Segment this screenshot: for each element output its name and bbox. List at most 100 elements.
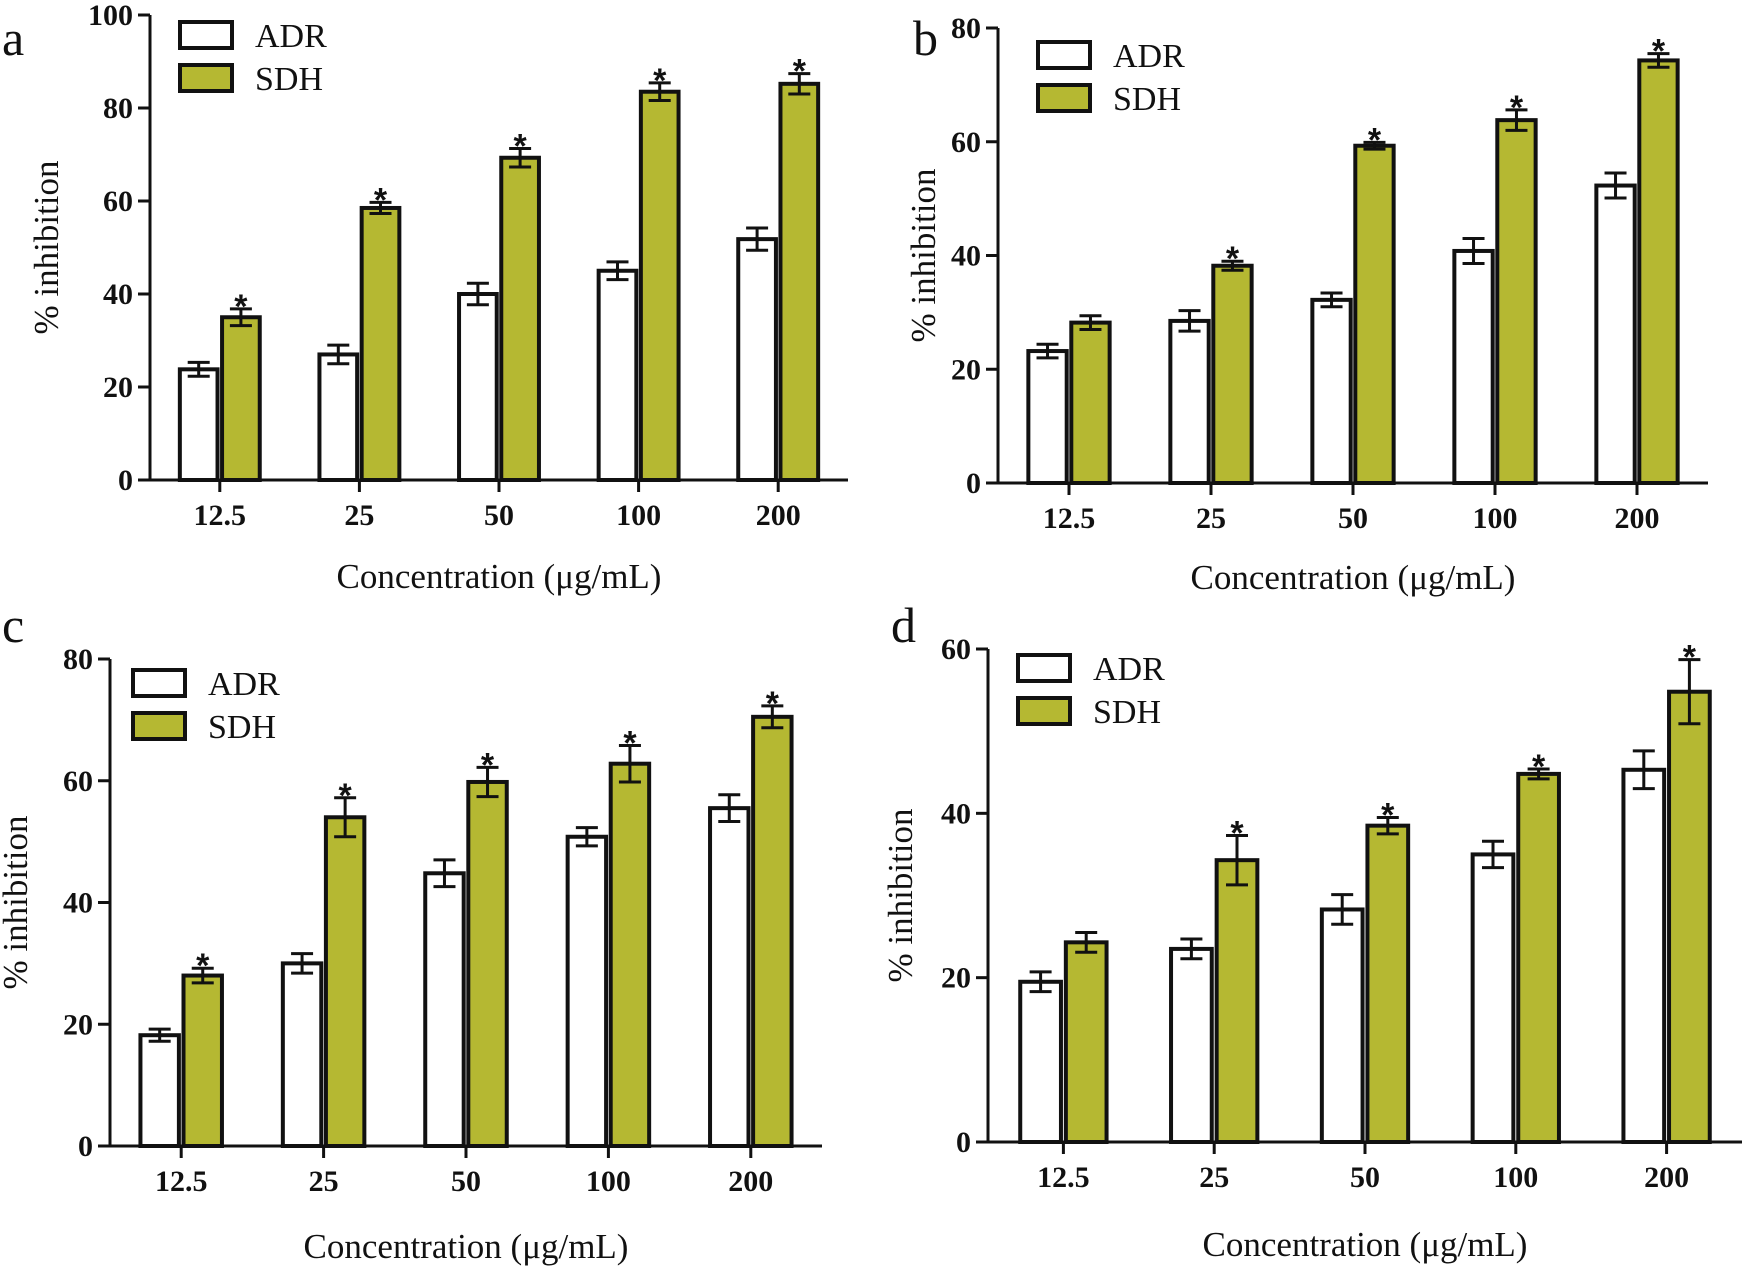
y-tick-label: 20 — [103, 371, 133, 404]
bar-adr-200 — [736, 237, 778, 482]
legend-swatch-sdh — [178, 63, 234, 93]
y-tick-label: 40 — [951, 240, 981, 273]
legend-swatch-adr — [178, 20, 234, 50]
y-tick-label: 0 — [956, 1126, 971, 1159]
panel-letter: a — [2, 10, 24, 66]
bar-sdh-100 — [1495, 118, 1538, 485]
significance-marker: * — [339, 777, 353, 815]
bar-sdh-12.5 — [1063, 940, 1109, 1145]
bar-sdh-100 — [608, 761, 652, 1149]
panel-a: a 0 20 40 60 80 100 12.5 * 25 * 50 * 100 * 200 * ADR SDH Co… — [2, 0, 848, 596]
y-tick-label: 80 — [63, 643, 93, 676]
x-tick-label: 100 — [586, 1165, 631, 1198]
bar-adr-12.5 — [1026, 349, 1069, 485]
panel-d: d 0 20 40 60 12.5 25 * 50 * 100 * 200 * ADR SDH Concentr… — [881, 597, 1742, 1264]
bar-sdh-200 — [1667, 689, 1712, 1145]
legend-label-adr: ADR — [1113, 38, 1185, 75]
legend-label-sdh: SDH — [255, 61, 323, 98]
y-tick-label: 0 — [78, 1130, 93, 1163]
legend-label-sdh: SDH — [1093, 694, 1161, 731]
legend-swatch-adr — [131, 668, 187, 698]
bar-adr-200 — [708, 806, 751, 1148]
bar-sdh-12.5 — [181, 973, 224, 1148]
y-tick-label: 40 — [103, 278, 133, 311]
bar-adr-200 — [1594, 183, 1637, 485]
bar-sdh-50 — [466, 779, 509, 1149]
bar-adr-50 — [457, 292, 499, 482]
bar-sdh-12.5 — [1069, 320, 1112, 485]
y-tick-label: 60 — [63, 765, 93, 798]
legend-swatch-adr — [1036, 40, 1092, 70]
significance-marker: * — [793, 53, 807, 91]
significance-marker: * — [623, 724, 637, 762]
panel-c: c 0 20 40 60 80 12.5 * 25 * 50 * 100 * 200 * ADR SDH Conce… — [0, 597, 822, 1266]
bar-adr-12.5 — [177, 367, 220, 482]
bar-adr-100 — [1470, 852, 1516, 1145]
x-axis-title: Concentration (μg/mL) — [304, 1227, 629, 1266]
legend-label-adr: ADR — [255, 18, 327, 55]
y-axis-title: % inhibition — [0, 815, 35, 989]
x-axis-title: Concentration (μg/mL) — [1191, 558, 1516, 597]
x-axis-title: Concentration (μg/mL) — [337, 557, 662, 596]
legend-label-adr: ADR — [208, 666, 280, 703]
legend-label-sdh: SDH — [1113, 81, 1181, 118]
significance-marker: * — [653, 62, 667, 100]
significance-marker: * — [374, 181, 388, 219]
x-tick-label: 200 — [756, 499, 801, 532]
bar-sdh-12.5 — [220, 315, 262, 482]
y-tick-label: 0 — [118, 464, 133, 497]
bar-sdh-25 — [1214, 858, 1260, 1144]
legend-swatch-adr — [1016, 653, 1072, 683]
bar-adr-200 — [1621, 767, 1667, 1144]
legend-swatch-sdh — [131, 711, 187, 741]
bar-adr-25 — [317, 352, 360, 483]
bar-adr-100 — [565, 834, 609, 1148]
bar-sdh-25 — [1211, 263, 1254, 485]
bar-sdh-200 — [1637, 58, 1680, 485]
y-tick-label: 80 — [951, 12, 981, 45]
bar-adr-50 — [1319, 907, 1365, 1144]
y-tick-label: 60 — [951, 126, 981, 159]
significance-marker: * — [766, 685, 780, 723]
y-tick-label: 40 — [941, 797, 971, 830]
y-tick-label: 0 — [966, 467, 981, 500]
legend-label-sdh: SDH — [208, 709, 276, 746]
significance-marker: * — [234, 288, 248, 326]
bar-sdh-50 — [1353, 143, 1396, 485]
y-tick-label: 20 — [63, 1008, 93, 1041]
x-tick-label: 200 — [728, 1165, 773, 1198]
significance-marker: * — [196, 947, 210, 985]
x-tick-label: 25 — [1196, 502, 1226, 535]
bar-sdh-25 — [323, 815, 367, 1149]
x-tick-label: 25 — [344, 499, 374, 532]
y-tick-label: 80 — [103, 92, 133, 125]
bar-adr-12.5 — [138, 1033, 181, 1149]
legend-swatch-sdh — [1036, 83, 1092, 113]
x-tick-label: 100 — [1493, 1161, 1538, 1194]
bar-sdh-100 — [638, 89, 681, 482]
x-tick-label: 50 — [1350, 1161, 1380, 1194]
panel-letter: d — [891, 597, 916, 653]
significance-marker: * — [1510, 89, 1524, 127]
significance-marker: * — [481, 746, 495, 784]
y-axis-title: % inhibition — [904, 168, 943, 342]
bar-adr-25 — [280, 961, 324, 1148]
y-tick-label: 20 — [941, 962, 971, 995]
legend-label-adr: ADR — [1093, 651, 1165, 688]
x-tick-label: 12.5 — [1037, 1161, 1090, 1194]
significance-marker: * — [1532, 748, 1546, 786]
y-tick-label: 20 — [951, 353, 981, 386]
bar-adr-100 — [596, 268, 639, 482]
bar-sdh-100 — [1516, 771, 1561, 1144]
panel-letter: c — [2, 597, 24, 653]
x-tick-label: 25 — [309, 1165, 339, 1198]
x-tick-label: 50 — [451, 1165, 481, 1198]
bar-adr-25 — [1169, 946, 1214, 1144]
significance-marker: * — [1381, 796, 1395, 834]
y-tick-label: 100 — [88, 0, 133, 32]
bar-adr-50 — [1310, 297, 1353, 485]
significance-marker: * — [1230, 815, 1244, 853]
panel-b: b 0 20 40 60 80 12.5 25 * 50 * 100 * 200 * ADR SDH Concen… — [904, 10, 1708, 597]
significance-marker: * — [1226, 240, 1240, 278]
bar-adr-100 — [1452, 248, 1495, 485]
